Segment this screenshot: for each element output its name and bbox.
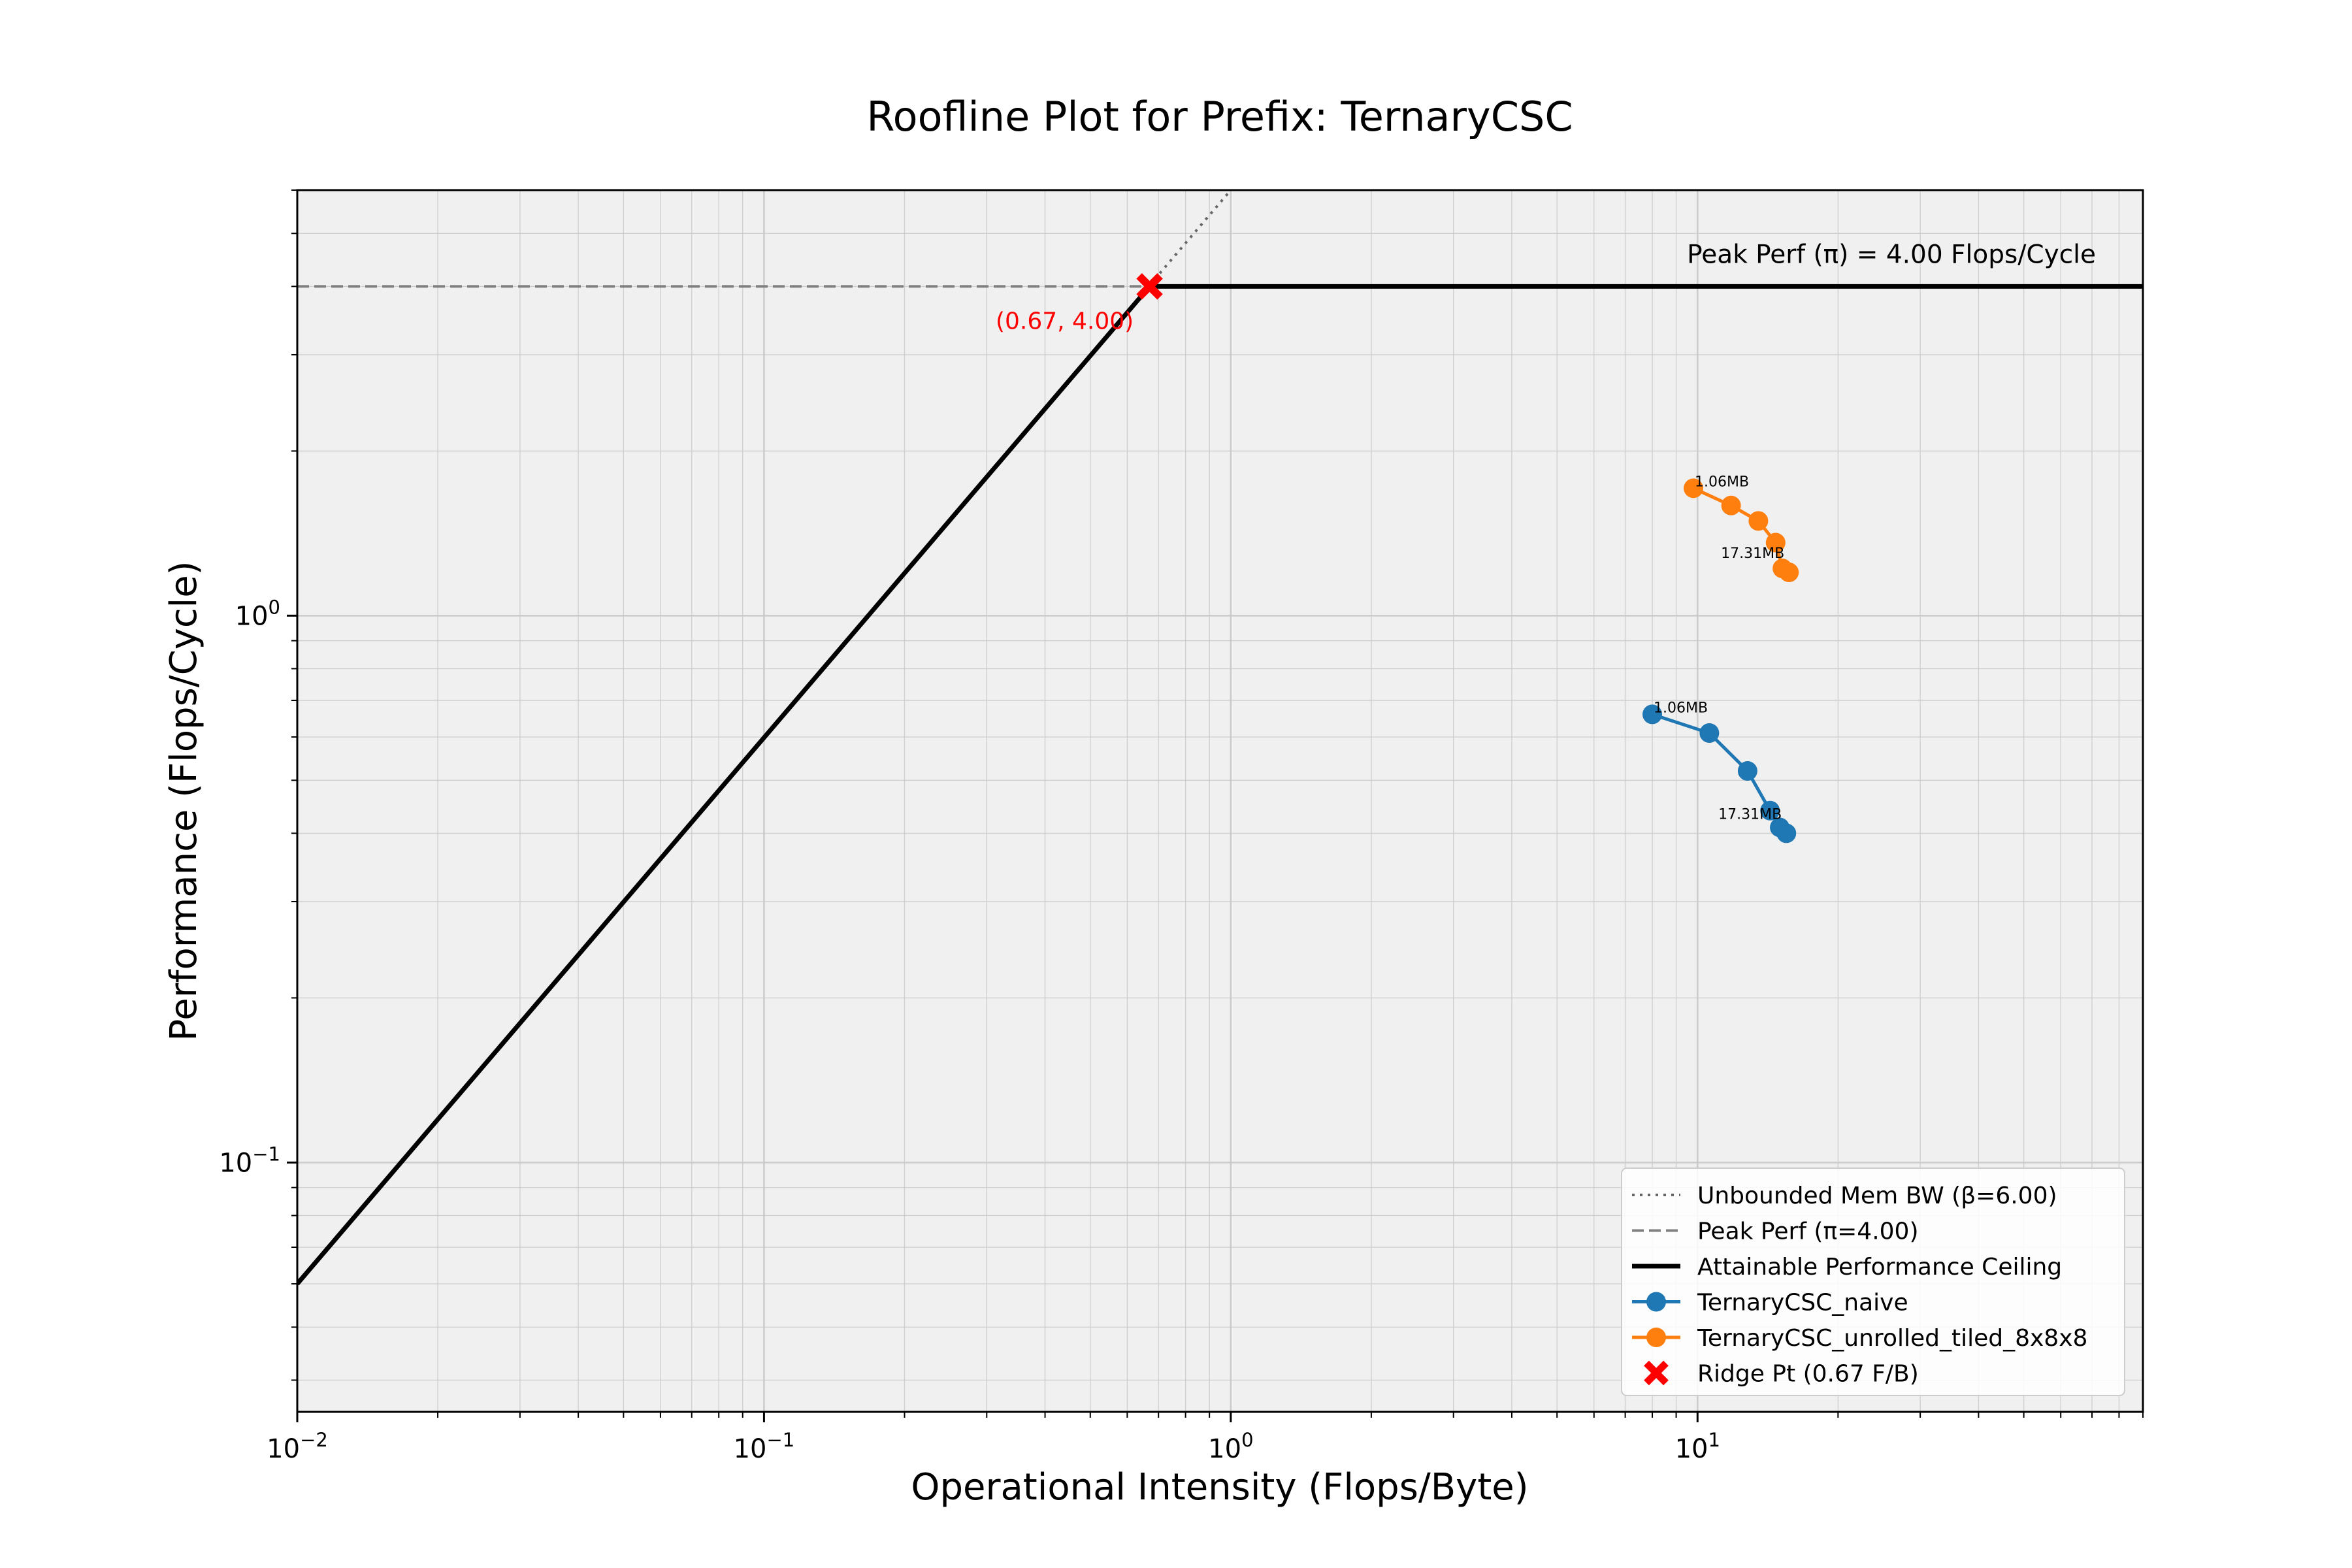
legend-box [1621,1168,2125,1396]
data-point [1765,532,1786,553]
chart-title: Roofline Plot for Prefix: TernaryCSC [866,93,1573,140]
legend-swatch-marker [1646,1328,1666,1347]
x-tick-label: 10−1 [734,1429,795,1464]
legend-entry: TernaryCSC_naive [1632,1290,1908,1316]
point-annotation: 17.31MB [1718,806,1782,823]
legend-swatch-marker [1646,1292,1666,1312]
point-annotation: 1.06MB [1654,700,1708,716]
legend-label: TernaryCSC_unrolled_tiled_8x8x8 [1697,1325,2087,1352]
peak-perf-annotation: Peak Perf (π) = 4.00 Flops/Cycle [1687,240,2096,269]
data-point [1699,723,1720,743]
legend-label: Attainable Performance Ceiling [1697,1254,2062,1281]
plot-area-frame [296,189,2144,1413]
axis-ticks: 10−2 10−1 100 101 10−1 100 [219,189,2144,1464]
point-annotation: 1.06MB [1695,474,1749,490]
series-TernaryCSC_naive [1642,704,1797,843]
series-TernaryCSC_unrolled_tiled_8x8x8 [1683,478,1799,583]
legend-entry: TernaryCSC_unrolled_tiled_8x8x8 [1632,1325,2087,1352]
legend-label: Unbounded Mem BW (β=6.00) [1697,1183,2057,1209]
point-annotation: 17.31MB [1721,546,1784,562]
ridge-point-label: (0.67, 4.00) [996,308,1134,335]
x-tick-label: 100 [1208,1429,1253,1464]
legend-entry: Unbounded Mem BW (β=6.00) [1632,1183,2057,1209]
data-point [1776,823,1797,843]
ridge-point-marker [1136,273,1163,300]
legend-entry: Attainable Performance Ceiling [1632,1254,2062,1281]
legend-label: Peak Perf (π=4.00) [1697,1218,1919,1245]
legend-entry: Peak Perf (π=4.00) [1632,1218,1919,1245]
data-point [1642,704,1663,725]
y-tick-label: 10−1 [219,1143,280,1178]
data-point [1779,563,1799,583]
legend-swatch-x [1644,1360,1669,1386]
x-axis-label: Operational Intensity (Flops/Byte) [911,1466,1528,1509]
data-point [1683,478,1703,498]
x-tick-label: 10−2 [267,1429,328,1464]
unbounded-mem-bw-line [1149,190,1233,286]
y-tick-label: 100 [235,596,280,631]
annotations: 1.06MB 17.31MB 1.06MB 17.31MB (0.67, 4.00) Pe… [996,240,2096,823]
data-point [1737,761,1757,781]
legend-label: TernaryCSC_naive [1697,1290,1908,1316]
data-point [1748,511,1769,531]
legend-label: Ridge Pt (0.67 F/B) [1697,1361,1919,1388]
y-axis-label: Performance (Flops/Cycle) [163,561,205,1041]
data-point [1760,800,1780,821]
data-series [1642,478,1799,843]
data-point [1721,495,1741,515]
legend-entry: Ridge Pt (0.67 F/B) [1644,1360,1919,1388]
x-tick-label: 101 [1675,1429,1720,1464]
legend: Unbounded Mem BW (β=6.00) Peak Perf (π=4.… [1621,1168,2125,1396]
